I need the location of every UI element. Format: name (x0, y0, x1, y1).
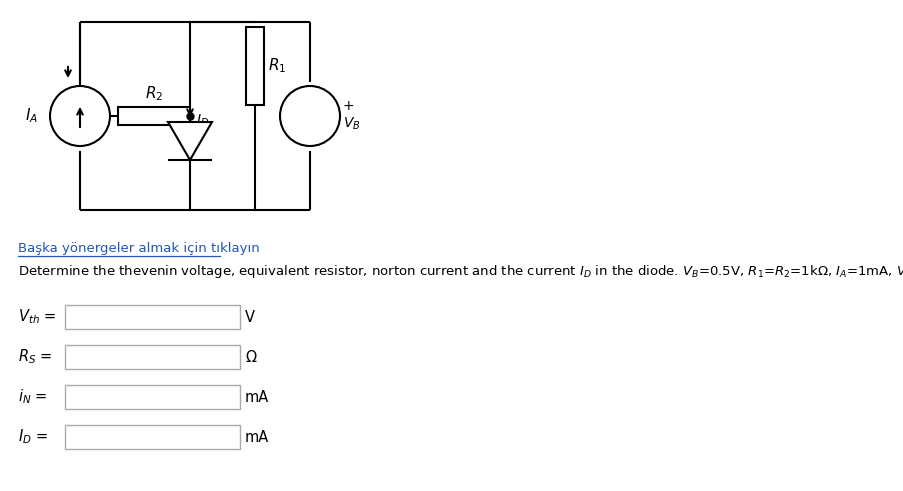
Bar (118, 107, 190, 125)
Text: Determine the thevenin voltage, equivalent resistor, norton current and the curr: Determine the thevenin voltage, equivale… (18, 264, 903, 282)
Text: $V_{th}$ =: $V_{th}$ = (18, 308, 56, 327)
Text: $V_B$: $V_B$ (342, 116, 360, 132)
Text: mA: mA (245, 389, 269, 405)
Bar (65, 305, 239, 329)
Text: $R_1$: $R_1$ (267, 56, 286, 75)
Text: $R_S$ =: $R_S$ = (18, 348, 52, 366)
Text: Başka yönergeler almak için tıklayın: Başka yönergeler almak için tıklayın (18, 242, 259, 255)
Text: $I_A$: $I_A$ (25, 107, 38, 125)
Bar (65, 385, 239, 409)
Text: $R_2$: $R_2$ (144, 84, 163, 103)
Bar (246, 27, 264, 105)
Text: mA: mA (245, 430, 269, 444)
Text: $i_N$ =: $i_N$ = (18, 388, 47, 407)
Text: $I_D$ =: $I_D$ = (18, 428, 48, 446)
Text: $I_D$: $I_D$ (196, 113, 209, 129)
Text: +: + (342, 99, 354, 113)
Bar (65, 345, 239, 369)
Text: V: V (245, 309, 255, 325)
Polygon shape (168, 122, 212, 160)
Circle shape (50, 86, 110, 146)
Bar (65, 425, 239, 449)
Text: $\Omega$: $\Omega$ (245, 349, 257, 365)
Circle shape (280, 86, 340, 146)
